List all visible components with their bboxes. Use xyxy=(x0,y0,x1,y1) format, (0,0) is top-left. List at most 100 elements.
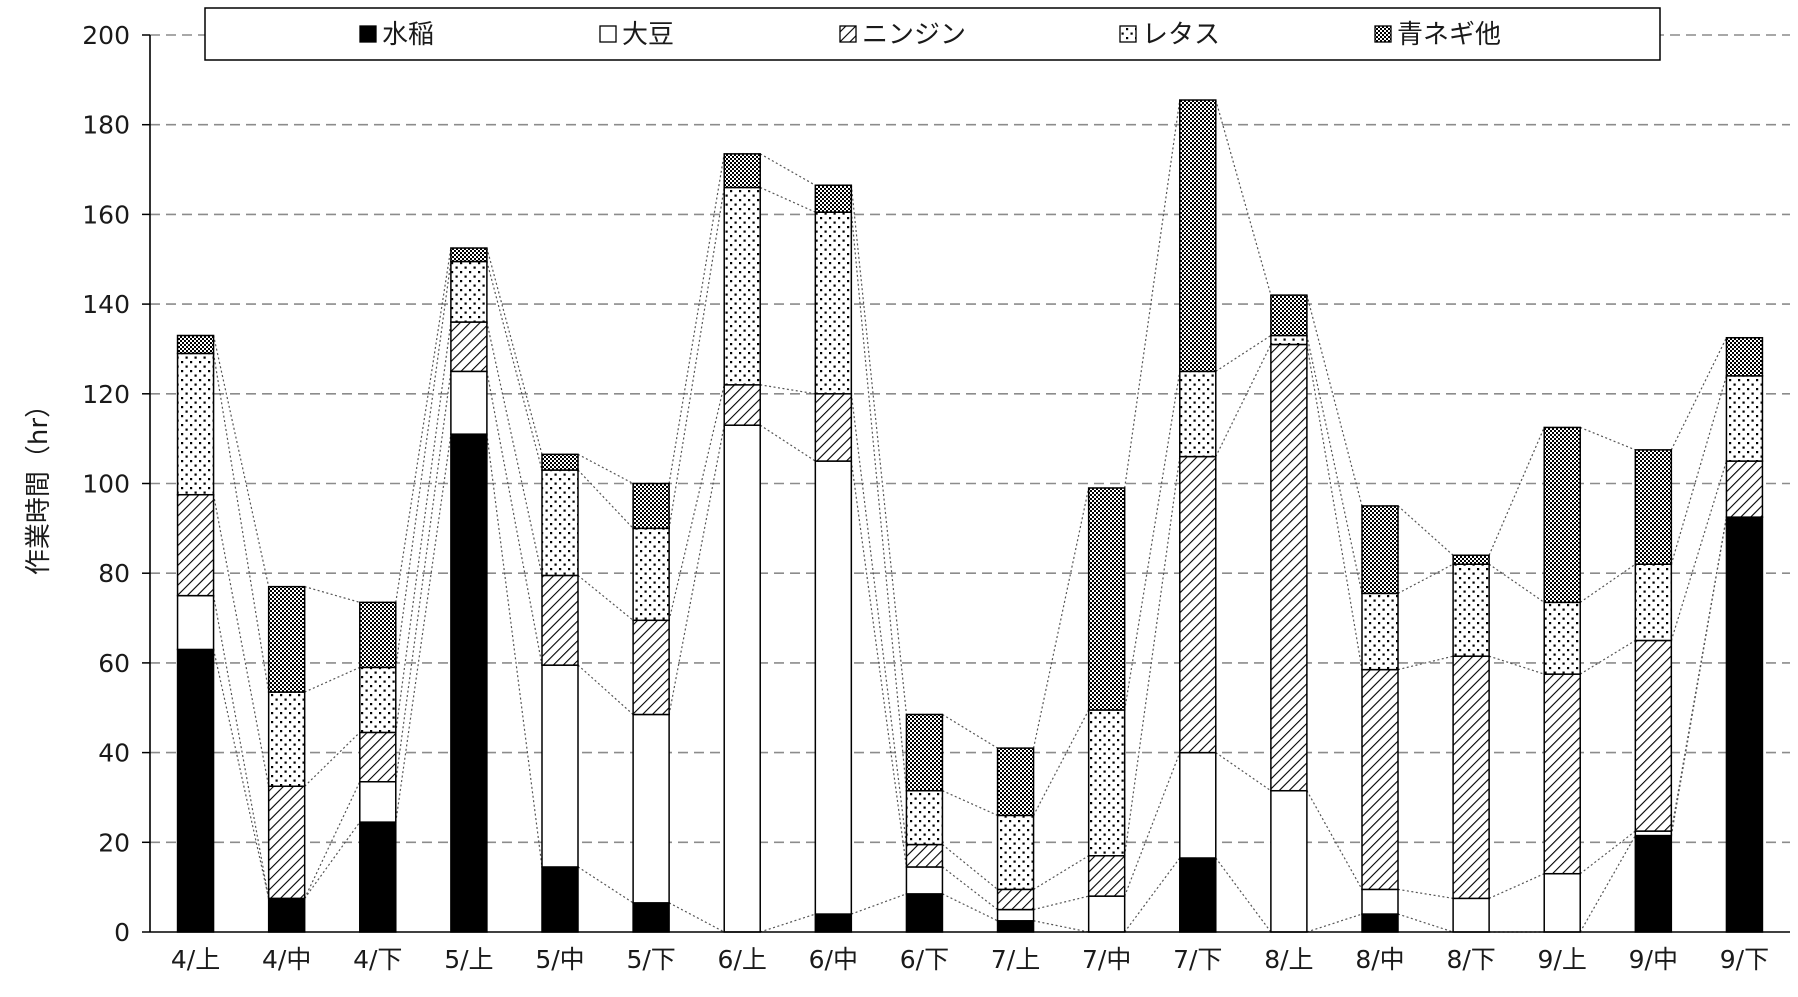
bar-segment xyxy=(541,574,579,666)
bar-segment xyxy=(450,321,488,373)
series-connector-line xyxy=(1397,655,1454,671)
bar-segment xyxy=(1725,460,1764,518)
bar-segment xyxy=(176,352,215,496)
bar-segment xyxy=(359,781,397,823)
bar-segment xyxy=(1270,334,1308,346)
series-connector-line xyxy=(1579,835,1636,933)
bar-segment xyxy=(359,666,397,734)
bar-segment xyxy=(1452,897,1490,933)
series-connector-line xyxy=(1670,460,1728,641)
series-connector-line xyxy=(395,247,452,603)
x-tick-label: 7/下 xyxy=(1173,945,1222,974)
series-connector-line xyxy=(1488,427,1545,556)
series-connector-line xyxy=(850,212,908,791)
bar-segment xyxy=(996,888,1035,911)
bar-segment xyxy=(176,648,215,933)
series-connector-line xyxy=(850,185,908,715)
bar-segment xyxy=(996,747,1035,817)
bar-segment xyxy=(905,843,944,868)
bar-segment xyxy=(450,370,488,435)
bar-segment xyxy=(359,731,397,783)
series-connector-line xyxy=(1306,913,1363,933)
x-tick-label: 9/下 xyxy=(1720,945,1769,974)
series-connector-line xyxy=(1579,639,1636,675)
bar-segment xyxy=(632,619,670,716)
legend-swatch xyxy=(359,25,377,43)
series-connector-line xyxy=(1306,790,1363,890)
series-connector-line xyxy=(304,821,361,899)
series-connector-line xyxy=(1215,99,1272,296)
series-connector-line xyxy=(304,586,360,603)
x-tick-label: 5/下 xyxy=(626,945,675,974)
bar-segment xyxy=(632,902,670,933)
bar-segment xyxy=(541,453,579,471)
series-connector-line xyxy=(577,453,634,485)
y-tick-label: 40 xyxy=(98,739,130,768)
x-tick-label: 5/上 xyxy=(444,945,493,974)
series-connector-line xyxy=(1306,344,1363,670)
series-connector-line xyxy=(1488,873,1545,899)
bar-segment xyxy=(359,601,397,669)
y-tick-label: 20 xyxy=(98,828,130,857)
series-connector-line xyxy=(1215,344,1272,457)
bar-segment xyxy=(1452,554,1490,565)
series-connector-line xyxy=(1397,563,1454,594)
series-connector-line xyxy=(486,371,543,666)
series-connector-line xyxy=(1033,709,1090,816)
bar-segment xyxy=(267,585,306,693)
legend-label: 大豆 xyxy=(622,20,674,50)
x-tick-label: 4/下 xyxy=(353,945,402,974)
bar-group xyxy=(176,99,1764,933)
series-connector-line xyxy=(1670,337,1727,451)
bar-segment xyxy=(267,897,306,933)
series-connector-line xyxy=(1306,294,1363,507)
bar-segment xyxy=(267,691,306,787)
x-tick-label: 5/中 xyxy=(535,945,584,974)
series-connector-line xyxy=(212,335,270,587)
bar-segment xyxy=(450,260,488,323)
x-tick-label: 8/上 xyxy=(1264,945,1313,974)
bar-segment xyxy=(996,814,1035,891)
series-connector-line xyxy=(850,460,908,868)
bar-segment xyxy=(905,713,944,792)
bar-segment xyxy=(267,785,306,900)
y-tick-label: 140 xyxy=(82,290,130,319)
series-connector-line xyxy=(577,866,634,904)
bar-segment xyxy=(814,393,853,462)
series-connector-line xyxy=(942,866,998,911)
series-connector-line xyxy=(1033,920,1089,933)
series-connector-line xyxy=(395,371,452,782)
series-connector-line xyxy=(942,844,998,890)
series-connector-line xyxy=(1397,913,1454,933)
y-tick-label: 100 xyxy=(82,470,130,499)
legend-label: 水稲 xyxy=(382,20,434,50)
bar-segment xyxy=(1543,673,1581,875)
series-connector-line xyxy=(1397,505,1454,556)
series-connector-line xyxy=(1670,375,1728,565)
legend-swatch xyxy=(599,25,617,43)
x-tick-label: 4/上 xyxy=(171,945,220,974)
series-connector-line xyxy=(1670,517,1728,832)
x-tick-label: 6/中 xyxy=(809,945,858,974)
bar-segment xyxy=(905,893,944,933)
bar-segment xyxy=(1725,516,1764,933)
series-connector-line xyxy=(942,790,998,816)
series-connector-line xyxy=(304,666,361,693)
bar-segment xyxy=(1087,709,1126,857)
bar-segment xyxy=(723,186,761,386)
bar-segment xyxy=(359,821,397,933)
bar-segment xyxy=(1543,601,1581,675)
bar-segment xyxy=(541,469,579,577)
bar-segment xyxy=(176,334,215,355)
series-connector-line xyxy=(1033,895,1089,911)
bar-segment xyxy=(814,184,853,213)
bar-segment xyxy=(814,211,853,395)
bar-segment xyxy=(1270,343,1308,792)
series-connector-line xyxy=(486,247,543,455)
x-tick-label: 8/中 xyxy=(1355,945,1404,974)
series-connector-line xyxy=(851,893,907,915)
series-connector-line xyxy=(668,153,725,484)
legend-label: ニンジン xyxy=(862,20,966,50)
bar-segment xyxy=(1361,913,1399,933)
